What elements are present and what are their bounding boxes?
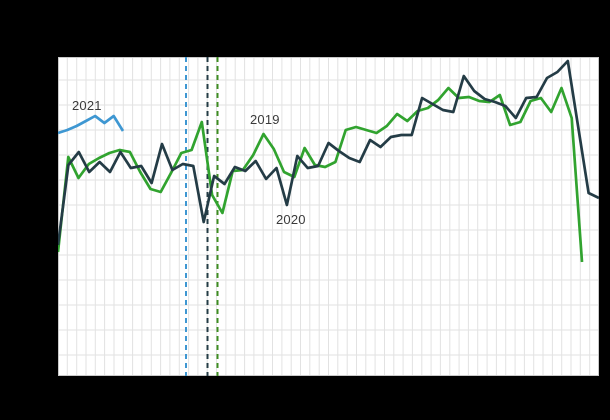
series-label-2021: 2021 <box>72 98 102 113</box>
plot-border <box>58 57 599 376</box>
series-2019-line <box>58 86 584 263</box>
series-label-2020: 2020 <box>276 212 306 227</box>
series-label-2019: 2019 <box>250 112 280 127</box>
series-2021-line <box>58 114 125 135</box>
line-chart-svg <box>58 57 599 376</box>
series-2020-line <box>58 59 599 246</box>
plot-area <box>58 57 599 376</box>
